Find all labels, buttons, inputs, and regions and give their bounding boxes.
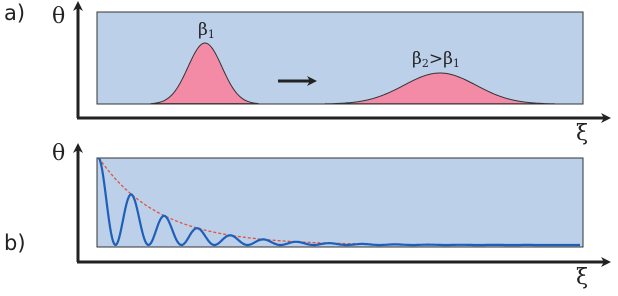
subscript: 1 [208,28,215,41]
panel-a-background [96,11,584,105]
symbol: β [412,49,422,69]
y-axis-label: θ [52,141,65,166]
panel-label: b) [4,231,26,255]
wide-pulse [324,72,555,105]
subscript: 2 [422,57,429,70]
peak-1-label: β1 [198,20,215,42]
panel-label: a) [4,1,25,25]
y-axis-label: θ [52,4,65,29]
x-axis-label: ξ [576,121,588,146]
symbol: β [443,49,453,69]
symbol: β [198,20,208,40]
damped-oscillation [97,157,580,247]
relation: > [429,49,443,69]
panel-b-background [96,157,584,248]
narrow-pulse [150,42,259,105]
peak-2-label: β2>β1 [412,49,460,71]
x-axis-label: ξ [576,265,588,290]
subscript: 1 [453,57,460,70]
